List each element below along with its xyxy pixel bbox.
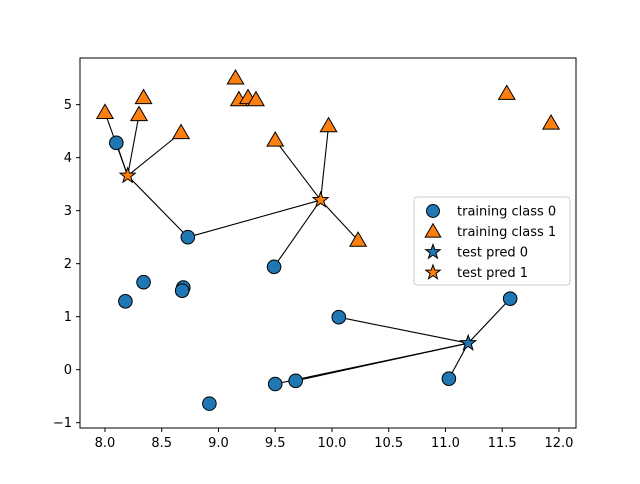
x-tick-label: 11.5 bbox=[488, 436, 517, 451]
triangle-point bbox=[541, 114, 561, 130]
circle-point bbox=[331, 309, 347, 325]
y-tick-label: −1 bbox=[53, 416, 72, 431]
circle-point bbox=[441, 371, 457, 387]
circle-point bbox=[180, 229, 196, 245]
neighbor-link bbox=[320, 125, 330, 201]
data-markers bbox=[95, 68, 561, 411]
triangle-point bbox=[497, 84, 516, 100]
triangle-point bbox=[266, 130, 285, 147]
circle-point bbox=[118, 294, 133, 309]
star-point bbox=[459, 333, 478, 351]
circle-point bbox=[174, 283, 190, 299]
x-tick-label: 10.0 bbox=[317, 436, 346, 451]
triangle-point bbox=[95, 103, 115, 120]
neighbor-link bbox=[295, 342, 469, 382]
triangle-point bbox=[246, 90, 265, 107]
legend: training class 0 training class 1 test pre… bbox=[413, 196, 571, 286]
x-tick-label: 9.0 bbox=[208, 436, 229, 451]
neighbor-link bbox=[338, 316, 469, 344]
neighbor-link bbox=[320, 199, 359, 241]
neighbor-link bbox=[127, 114, 140, 176]
star-point bbox=[118, 166, 137, 184]
triangle-point bbox=[319, 116, 338, 133]
legend-triangle-marker bbox=[424, 222, 442, 238]
triangle-point bbox=[129, 105, 149, 122]
plot-frame bbox=[79, 57, 577, 429]
y-tick-label: 2 bbox=[64, 257, 72, 272]
legend-star-marker bbox=[424, 263, 442, 280]
x-tick-label: 8.5 bbox=[151, 436, 172, 451]
x-tick-label: 10.5 bbox=[374, 436, 403, 451]
y-tick-label: 3 bbox=[64, 204, 72, 219]
legend-star-marker bbox=[424, 242, 442, 260]
triangle-point bbox=[171, 123, 191, 140]
x-tick-label: 9.5 bbox=[265, 436, 286, 451]
y-tick-label: 5 bbox=[64, 98, 72, 113]
triangle-point bbox=[349, 231, 368, 247]
y-tick-label: 4 bbox=[64, 151, 72, 166]
y-tick-label: 0 bbox=[64, 363, 72, 378]
neighbor-link bbox=[127, 175, 189, 238]
circle-point bbox=[288, 373, 303, 389]
x-tick-label: 12.0 bbox=[544, 436, 573, 451]
x-tick-label: 11.0 bbox=[431, 436, 460, 451]
y-axis: −1 0 1 2 3 4 5 bbox=[53, 98, 80, 431]
circle-point bbox=[202, 396, 217, 411]
neighbor-link bbox=[274, 139, 322, 201]
triangle-point bbox=[134, 88, 153, 105]
neighbor-links bbox=[104, 112, 511, 385]
neighbor-link bbox=[187, 199, 321, 238]
triangle-point bbox=[226, 68, 245, 85]
circle-point bbox=[136, 274, 151, 290]
neighbor-link bbox=[467, 298, 511, 344]
legend-label: training class 0 bbox=[457, 205, 556, 220]
circle-point bbox=[502, 291, 518, 306]
legend-circle-marker bbox=[426, 204, 440, 218]
circle-point bbox=[109, 135, 124, 151]
legend-label: test pred 0 bbox=[457, 246, 528, 261]
x-tick-label: 8.0 bbox=[95, 436, 116, 451]
x-axis: 8.0 8.5 9.0 9.5 10.0 10.5 11.0 11.5 12.0 bbox=[95, 428, 573, 451]
legend-label: training class 1 bbox=[457, 225, 556, 240]
y-tick-label: 1 bbox=[64, 310, 72, 325]
star-point bbox=[311, 190, 330, 208]
legend-box bbox=[413, 196, 571, 286]
neighbor-link bbox=[127, 132, 182, 177]
legend-label: test pred 1 bbox=[457, 266, 528, 281]
circle-point bbox=[266, 259, 282, 275]
circle-point bbox=[267, 376, 283, 392]
neighbor-link bbox=[273, 199, 322, 268]
